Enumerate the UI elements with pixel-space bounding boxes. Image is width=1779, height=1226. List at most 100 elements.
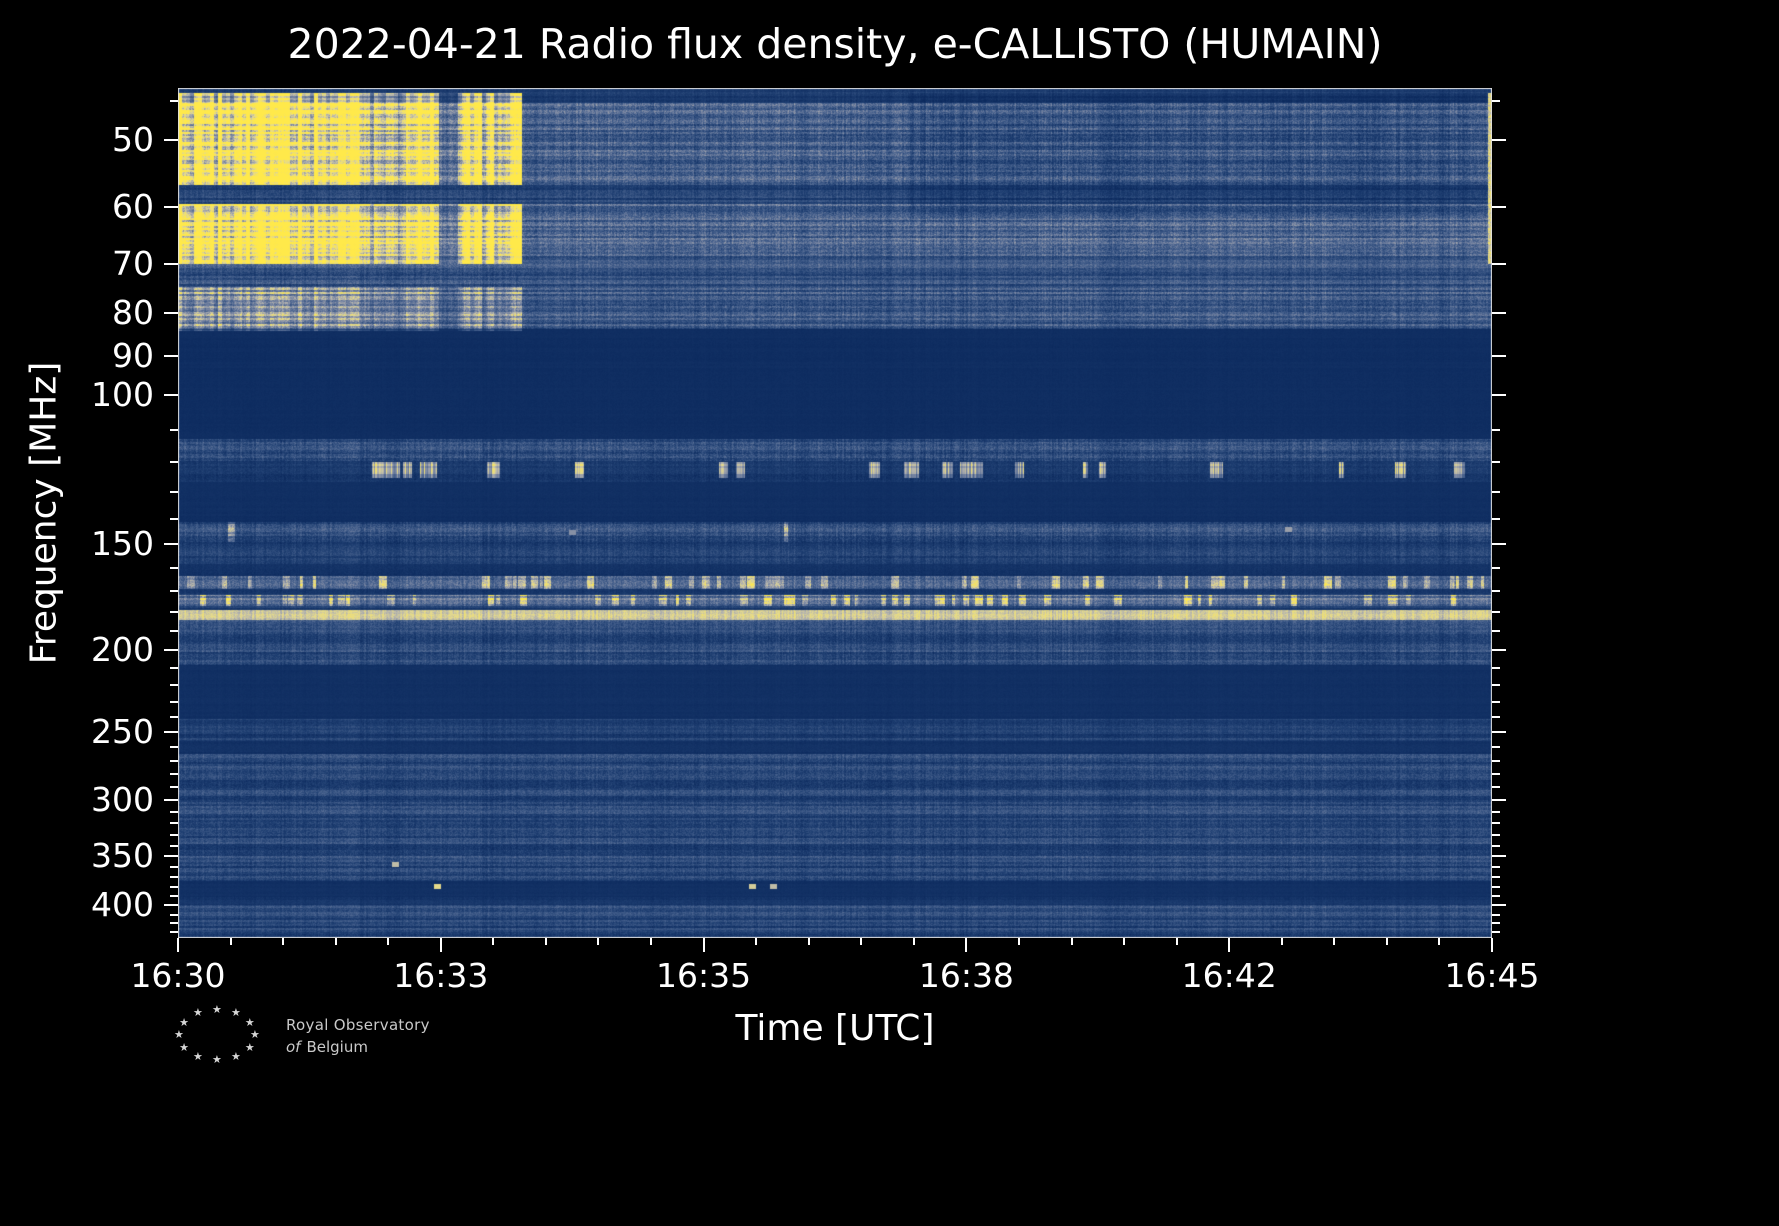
x-major-tick (965, 938, 968, 952)
y-tick-label: 50 (112, 120, 154, 160)
y-minor-tick-left (170, 833, 178, 836)
y-minor-tick-left (170, 875, 178, 878)
y-minor-tick-right (1492, 931, 1500, 934)
x-tick-label: 16:45 (1444, 956, 1540, 995)
y-major-tick-left (164, 649, 178, 652)
y-minor-tick-right (1492, 786, 1500, 789)
y-minor-tick-right (1492, 810, 1500, 813)
y-tick-label: 400 (91, 885, 154, 925)
y-minor-tick-right (1492, 833, 1500, 836)
y-minor-tick-right (1492, 610, 1500, 613)
y-tick-label: 300 (91, 779, 154, 819)
spectrogram-canvas (178, 88, 1492, 938)
y-major-tick-right (1492, 731, 1506, 734)
y-tick-label: 100 (91, 375, 154, 415)
x-minor-tick (807, 938, 810, 945)
y-major-tick-left (164, 798, 178, 801)
y-minor-tick-left (170, 667, 178, 670)
x-minor-tick (492, 938, 495, 945)
y-minor-tick-left (170, 865, 178, 868)
y-minor-tick-right (1492, 716, 1500, 719)
y-minor-tick-left (170, 885, 178, 888)
x-minor-tick (229, 938, 232, 945)
y-minor-tick-right (1492, 630, 1500, 633)
x-tick-label: 16:38 (918, 956, 1014, 995)
y-minor-tick-right (1492, 429, 1500, 432)
y-tick-label: 60 (112, 187, 154, 227)
x-tick-label: 16:35 (656, 956, 752, 995)
y-minor-tick-right (1492, 100, 1500, 103)
y-major-tick-left (164, 312, 178, 315)
y-minor-tick-left (170, 716, 178, 719)
rob-logo-text-line2: of Belgium (286, 1038, 368, 1056)
y-minor-tick-left (170, 684, 178, 687)
y-major-tick-right (1492, 139, 1506, 142)
y-minor-tick-left (170, 518, 178, 521)
rob-logo-stars: ★ ★ ★ ★ ★ ★ ★ ★ ★ ★ ★ ★ (168, 1003, 274, 1074)
y-minor-tick-right (1492, 822, 1500, 825)
x-tick-label: 16:42 (1181, 956, 1277, 995)
y-major-tick-right (1492, 262, 1506, 265)
y-minor-tick-right (1492, 667, 1500, 670)
x-minor-tick (1385, 938, 1388, 945)
y-major-tick-left (164, 139, 178, 142)
star-icon: ★ (193, 1049, 203, 1063)
star-icon: ★ (179, 1015, 189, 1029)
x-tick-label: 16:30 (130, 956, 226, 995)
rob-logo: ★ ★ ★ ★ ★ ★ ★ ★ ★ ★ ★ ★ Royal Observatory of Belgium (168, 1003, 528, 1078)
y-minor-tick-right (1492, 700, 1500, 703)
x-minor-tick (650, 938, 653, 945)
star-icon: ★ (193, 1006, 203, 1020)
x-minor-tick (544, 938, 547, 945)
x-tick-label: 16:33 (393, 956, 489, 995)
y-minor-tick-right (1492, 684, 1500, 687)
y-minor-tick-left (170, 429, 178, 432)
y-minor-tick-left (170, 567, 178, 570)
x-minor-tick (912, 938, 915, 945)
x-minor-tick (387, 938, 390, 945)
y-major-tick-right (1492, 798, 1506, 801)
y-minor-tick-left (170, 589, 178, 592)
y-major-tick-left (164, 855, 178, 858)
x-minor-tick (1438, 938, 1441, 945)
y-tick-label: 90 (112, 336, 154, 376)
y-minor-tick-right (1492, 875, 1500, 878)
x-minor-tick (282, 938, 285, 945)
rob-logo-text-of: of (286, 1038, 301, 1056)
star-icon: ★ (231, 1049, 241, 1063)
y-major-tick-right (1492, 355, 1506, 358)
y-minor-tick-right (1492, 518, 1500, 521)
y-major-tick-left (164, 731, 178, 734)
y-minor-tick-right (1492, 922, 1500, 925)
y-minor-tick-right (1492, 844, 1500, 847)
y-minor-tick-left (170, 922, 178, 925)
y-minor-tick-right (1492, 567, 1500, 570)
star-icon: ★ (212, 1003, 222, 1016)
y-minor-tick-right (1492, 913, 1500, 916)
y-minor-tick-left (170, 895, 178, 898)
y-major-tick-right (1492, 904, 1506, 907)
star-icon: ★ (231, 1006, 241, 1020)
y-minor-tick-left (170, 931, 178, 934)
chart-title: 2022-04-21 Radio flux density, e-CALLIST… (287, 20, 1383, 68)
y-minor-tick-left (170, 610, 178, 613)
y-minor-tick-left (170, 786, 178, 789)
x-axis-label: Time [UTC] (735, 1008, 935, 1049)
y-minor-tick-left (170, 700, 178, 703)
y-minor-tick-left (170, 913, 178, 916)
x-minor-tick (1123, 938, 1126, 945)
y-major-tick-right (1492, 312, 1506, 315)
y-minor-tick-left (170, 461, 178, 464)
y-minor-tick-right (1492, 461, 1500, 464)
star-icon: ★ (174, 1028, 184, 1041)
star-icon: ★ (250, 1028, 260, 1041)
y-tick-label: 250 (91, 712, 154, 752)
x-minor-tick (1280, 938, 1283, 945)
x-major-tick (177, 938, 179, 952)
rob-logo-text-belgium: Belgium (306, 1038, 368, 1056)
y-major-tick-right (1492, 394, 1506, 397)
y-minor-tick-left (170, 773, 178, 776)
x-minor-tick (334, 938, 337, 945)
x-major-tick (439, 938, 442, 952)
